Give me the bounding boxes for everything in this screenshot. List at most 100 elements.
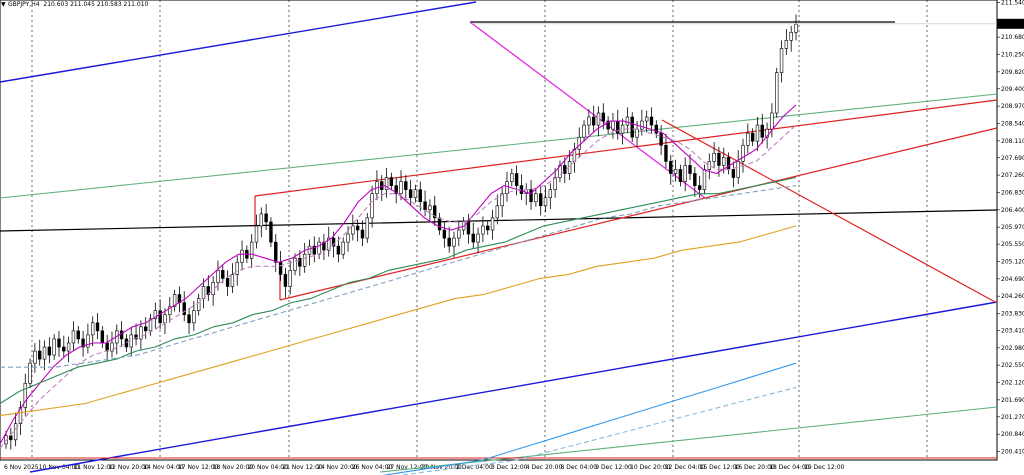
moving-average-2 <box>0 176 797 404</box>
candle-body <box>278 261 283 275</box>
candle-body <box>365 217 369 239</box>
channel-green-lower <box>379 406 998 473</box>
candle-body <box>726 157 731 170</box>
candle-body <box>62 346 66 352</box>
candle-body <box>712 153 716 162</box>
y-tick-label: 205.120 <box>1001 258 1024 265</box>
candle-body <box>765 128 769 138</box>
plot-frame <box>0 0 998 461</box>
y-tick-label: 210.250 <box>1001 51 1024 58</box>
x-tick-label: 20 Nov 04:00 <box>247 464 288 471</box>
candle-body <box>288 270 292 287</box>
unused <box>255 195 705 198</box>
candle-body <box>33 350 37 364</box>
candle-body <box>206 286 211 295</box>
candle-body <box>172 294 177 307</box>
y-tick-label: 206.830 <box>1001 189 1024 196</box>
candle-body <box>418 189 422 203</box>
candle-body <box>678 169 683 182</box>
candle-body <box>360 229 365 239</box>
y-tick-label: 205.970 <box>1001 224 1024 231</box>
red-channel-lower <box>279 127 998 301</box>
y-tick-label: 211.540 <box>1001 0 1024 6</box>
candle-body <box>587 116 591 126</box>
y-tick-label: 208.970 <box>1001 103 1024 110</box>
candle-body <box>794 23 798 33</box>
candle-body <box>317 241 321 255</box>
candle-body <box>635 128 639 138</box>
candle-body <box>81 338 85 348</box>
candle-body <box>91 322 95 336</box>
candle-body <box>722 157 726 166</box>
candle-body <box>476 233 480 243</box>
candle-body <box>201 286 206 299</box>
candle-body <box>693 173 697 186</box>
candle-body <box>139 326 143 340</box>
price-label-bg <box>997 18 1024 29</box>
candle-body <box>746 132 750 146</box>
candle-body <box>384 177 389 190</box>
candle-body <box>225 278 230 287</box>
candle-body <box>466 221 471 235</box>
candle-body <box>23 383 27 408</box>
candle-body <box>644 116 649 122</box>
candle-body <box>264 213 268 223</box>
candle-body <box>283 274 288 287</box>
candle-body <box>630 116 634 138</box>
x-tick-label: 18 Nov 20:00 <box>213 464 254 471</box>
candle-body <box>736 161 740 178</box>
moving-average-4 <box>0 225 797 417</box>
x-tick-label: 12 Dec 04:00 <box>665 464 706 471</box>
candle-body <box>447 237 451 247</box>
candle-body <box>490 217 495 231</box>
y-tick-label: 204.260 <box>1001 293 1024 300</box>
candle-body <box>529 189 533 203</box>
y-tick-label: 207.690 <box>1001 155 1024 162</box>
candle-body <box>38 350 42 360</box>
candle-body <box>158 310 162 324</box>
candle-body <box>596 112 601 126</box>
candle-body <box>510 173 514 182</box>
candle-body <box>370 193 374 219</box>
x-tick-label: 18 Dec 04:00 <box>769 464 810 471</box>
x-tick-label: 2 Dec 04:00 <box>456 464 493 471</box>
x-tick-label: 11 Nov 12:00 <box>74 464 115 471</box>
header-arrow: ▼ <box>1 1 6 8</box>
candle-body <box>249 241 254 259</box>
y-tick-label: 207.260 <box>1001 172 1024 179</box>
candle-body <box>591 116 596 126</box>
candle-body <box>196 298 201 312</box>
candle-body <box>548 189 553 199</box>
candle-body <box>47 346 52 356</box>
candle-body <box>341 241 345 255</box>
candle-body <box>452 237 456 247</box>
candle-body <box>71 330 76 344</box>
candle-body <box>486 225 490 231</box>
candle-body <box>731 169 736 178</box>
candle-body <box>481 225 485 235</box>
price-label: 211.010 <box>999 21 1024 28</box>
candle-body <box>76 330 80 340</box>
candle-body <box>269 221 273 243</box>
candle-body <box>664 144 668 162</box>
candle-body <box>153 310 158 320</box>
candle-body <box>293 257 297 271</box>
candle-body <box>182 302 186 316</box>
candle-body <box>563 165 567 174</box>
candle-body <box>428 205 432 211</box>
x-tick-label: 12 Nov 20:00 <box>108 464 149 471</box>
candle-body <box>216 270 220 283</box>
candle-body <box>86 334 90 348</box>
symbol-label: GBPJPY,H4 210.603 211.045 210.583 211.01… <box>8 1 148 8</box>
magenta-trend <box>469 21 706 199</box>
candle-body <box>625 116 630 126</box>
candle-body <box>95 322 100 332</box>
candle-body <box>187 314 191 324</box>
y-tick-label: 200.840 <box>1001 431 1024 438</box>
candle-body <box>659 132 663 146</box>
candle-body <box>534 193 538 203</box>
candle-body <box>18 407 23 424</box>
candle-body <box>601 112 606 122</box>
